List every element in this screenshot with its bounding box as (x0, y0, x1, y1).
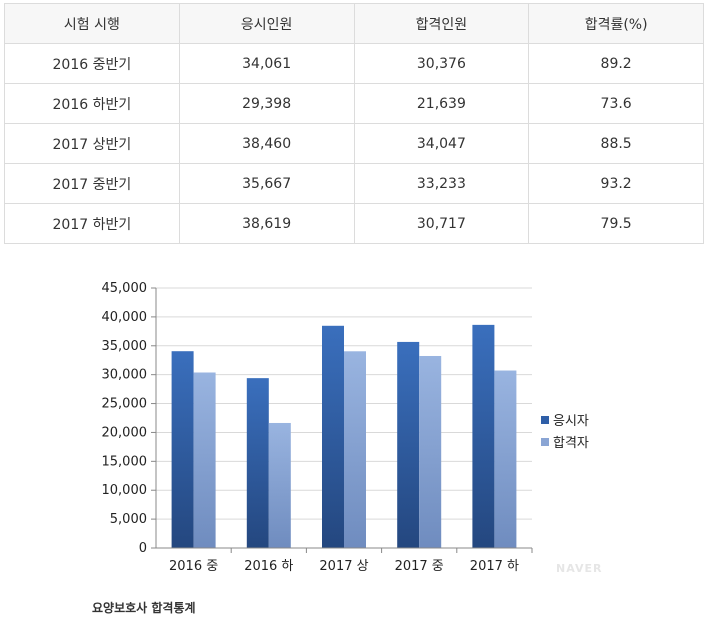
cell-pass-rate: 73.6 (528, 83, 704, 124)
legend-label: 응시자 (553, 414, 589, 429)
cell-applicants: 34,061 (178, 43, 355, 84)
x-tick-label: 2017 중 (395, 559, 444, 574)
table-row: 2016 하반기 29,398 21,639 73.6 (4, 83, 704, 124)
y-tick-label: 10,000 (102, 483, 148, 498)
y-tick-label: 15,000 (102, 454, 148, 469)
header-applicants: 응시인원 (178, 3, 355, 44)
bar (344, 351, 366, 548)
x-tick-label: 2016 하 (244, 559, 293, 574)
header-exam: 시험 시행 (4, 3, 180, 44)
stats-table: 시험 시행 응시인원 합격인원 합격률(%) 2016 중반기 34,061 3… (4, 3, 704, 244)
table-row: 2017 하반기 38,619 30,717 79.5 (4, 203, 704, 244)
cell-exam: 2017 중반기 (4, 163, 180, 204)
bar-chart: 0 5,000 10,000 15,000 20,000 25,000 30,000 35,0… (102, 281, 589, 574)
cell-passers: 34,047 (353, 123, 530, 164)
naver-watermark: NAVER (556, 562, 603, 575)
legend-swatch (541, 416, 549, 424)
cell-passers: 33,233 (353, 163, 530, 204)
header-passers: 합격인원 (353, 3, 530, 44)
cell-applicants: 38,460 (178, 123, 355, 164)
x-tick-label: 2017 하 (470, 559, 519, 574)
cell-applicants: 35,667 (178, 163, 355, 204)
bar (397, 341, 420, 548)
cell-exam: 2017 하반기 (4, 203, 180, 244)
legend-swatch (541, 438, 549, 446)
y-tick-label: 45,000 (102, 281, 148, 296)
header-pass-rate: 합격률(%) (528, 3, 704, 44)
cell-passers: 30,717 (353, 203, 530, 244)
table-row: 2016 중반기 34,061 30,376 89.2 (4, 43, 704, 84)
x-tick-label: 2017 상 (319, 559, 368, 574)
chart-caption: 요양보호사 합격통계 (92, 601, 196, 615)
bar (472, 324, 495, 548)
cell-exam: 2016 하반기 (4, 83, 180, 124)
cell-pass-rate: 88.5 (528, 123, 704, 164)
bar (171, 351, 194, 548)
bar (246, 378, 269, 548)
cell-exam: 2017 상반기 (4, 123, 180, 164)
cell-pass-rate: 79.5 (528, 203, 704, 244)
cell-pass-rate: 89.2 (528, 43, 704, 84)
x-tick-label: 2016 중 (169, 559, 218, 574)
y-tick-label: 0 (139, 541, 147, 556)
table-header-row: 시험 시행 응시인원 합격인원 합격률(%) (4, 3, 704, 44)
cell-passers: 30,376 (353, 43, 530, 84)
cell-exam: 2016 중반기 (4, 43, 180, 84)
cell-applicants: 38,619 (178, 203, 355, 244)
bar (268, 422, 291, 548)
y-tick-label: 40,000 (102, 310, 148, 325)
y-tick-label: 25,000 (102, 397, 148, 412)
table-row: 2017 중반기 35,667 33,233 93.2 (4, 163, 704, 204)
bar (322, 325, 344, 548)
y-tick-label: 30,000 (102, 368, 148, 383)
cell-passers: 21,639 (353, 83, 530, 124)
bar (494, 370, 517, 548)
axes: 0 5,000 10,000 15,000 20,000 25,000 30,000 35,0… (102, 281, 533, 574)
bar (193, 372, 216, 548)
cell-pass-rate: 93.2 (528, 163, 704, 204)
y-tick-label: 5,000 (110, 512, 147, 527)
cell-applicants: 29,398 (178, 83, 355, 124)
y-tick-label: 20,000 (102, 425, 148, 440)
bar (419, 355, 442, 548)
bars (171, 324, 517, 548)
y-tick-label: 35,000 (102, 339, 148, 354)
table-row: 2017 상반기 38,460 34,047 88.5 (4, 123, 704, 164)
legend-label: 합격자 (553, 436, 589, 451)
